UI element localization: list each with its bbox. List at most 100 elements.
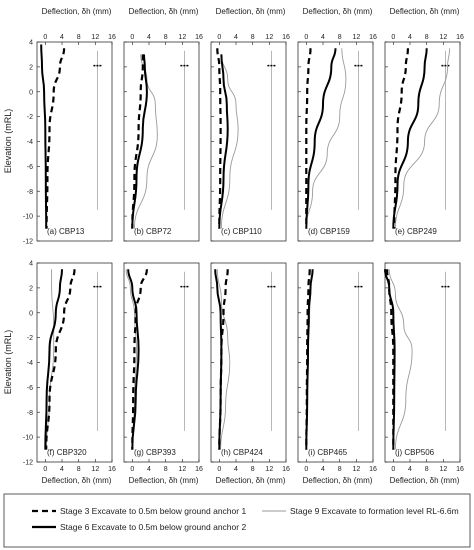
series-line [44,269,63,450]
y-tick-label: -4 [27,360,33,367]
x-axis-label: Deflection, δh (mm) [303,7,373,16]
panel-label: (f) CBP320 [47,448,87,457]
y-tick-label: 4 [29,40,33,47]
panel-label: (i) CBP465 [308,448,348,457]
y-tick-label: -2 [27,114,33,121]
plot-frame [123,41,200,242]
plot-frame [384,262,461,463]
x-tick-label: 16 [456,466,464,473]
x-tick-label: 0 [304,34,308,41]
x-tick-label: 8 [164,34,168,41]
x-tick-label: 12 [178,34,186,41]
y-tick-label: -8 [27,410,33,417]
x-tick-label: 8 [77,466,81,473]
series-line [386,269,395,450]
series-line [218,269,229,450]
panel-label: (j) CBP506 [395,448,435,457]
x-tick-label: 12 [352,466,360,473]
x-tick-label: 4 [408,466,412,473]
y-tick-label: -12 [23,239,33,246]
panel-grid: 0 4 8 12 16 Deflection, δh (mm) 4 2 0 -2 -4 -6 -8 -10… [23,7,464,485]
chart-panel: 0 4 8 12 16 Deflection, δh (mm) (b) CBP72 [123,7,203,242]
panel-label: (c) CBP110 [221,227,262,236]
x-tick-label: 0 [391,466,395,473]
series-line [131,54,144,229]
x-tick-label: 16 [369,466,377,473]
y-axis-label-bottom: Elevation (mRL) [3,330,13,395]
y-tick-label: -8 [27,189,33,196]
series-line [305,48,347,229]
x-axis-label: Deflection, δh (mm) [390,476,460,485]
x-tick-label: 12 [265,466,273,473]
x-tick-label: 4 [234,34,238,41]
x-tick-label: 8 [251,466,255,473]
series-line [305,269,311,450]
x-tick-label: 4 [234,466,238,473]
x-tick-label: 4 [147,34,151,41]
series-line [45,269,55,450]
x-tick-label: 16 [282,466,290,473]
panel-label: (b) CBP72 [134,227,172,236]
panel-label: (h) CBP424 [221,448,263,457]
legend: Stage 3 Excavate to 0.5m below ground an… [3,493,471,548]
x-tick-label: 8 [338,34,342,41]
chart-panel: 0 4 8 12 16 Deflection, δh (mm) (c) CBP110 [210,7,290,242]
series-line [131,269,148,450]
legend-box [3,493,471,548]
chart-panel: 0 4 8 12 16 Deflection, δh (mm) (d) CBP159 [297,7,377,242]
x-tick-label: 12 [91,466,99,473]
x-axis-label: Deflection, δh (mm) [303,476,373,485]
chart-panel: 0 4 8 12 16 Deflection, δh (mm) (j) CBP506 [384,262,464,485]
series-line [216,48,222,229]
x-tick-label: 4 [147,466,151,473]
x-tick-label: 8 [338,466,342,473]
y-tick-label: -4 [27,139,33,146]
series-line [216,269,231,450]
series-line [214,269,223,450]
x-tick-label: 12 [439,466,447,473]
y-tick-label: -2 [27,335,33,342]
x-tick-label: 8 [425,466,429,473]
x-tick-label: 8 [425,34,429,41]
chart-panel: 0 4 8 12 16 Deflection, δh (mm) (h) CBP424 [210,262,290,485]
x-tick-label: 0 [130,34,134,41]
series-line [220,54,239,229]
y-tick-label: -12 [23,460,33,467]
x-tick-label: 12 [439,34,447,41]
x-tick-label: 0 [43,34,47,41]
x-axis-label: Deflection, δh (mm) [129,476,199,485]
x-tick-label: 8 [77,34,81,41]
x-tick-label: 4 [60,466,64,473]
y-tick-label: -6 [27,385,33,392]
series-line [392,48,428,229]
series-line [40,44,48,229]
chart-panel: 0 4 8 12 16 Deflection, δh (mm) (g) CBP393 [123,262,203,485]
x-axis-label: Deflection, δh (mm) [216,476,286,485]
y-axis-label-top: Elevation (mRL) [3,109,13,174]
x-tick-label: 4 [321,34,325,41]
panel-label: (d) CBP159 [308,227,350,236]
x-tick-label: 16 [108,466,116,473]
x-tick-label: 4 [408,34,412,41]
x-tick-label: 16 [369,34,377,41]
x-tick-label: 0 [217,466,221,473]
x-tick-label: 12 [352,34,360,41]
series-line [393,48,409,229]
y-tick-label: -10 [23,435,33,442]
y-tick-label: -10 [23,214,33,221]
legend-stage6-label: Stage 6 Excavate to 0.5m below ground an… [60,522,246,532]
series-line [394,48,451,229]
x-tick-label: 16 [195,466,203,473]
series-line [384,269,396,450]
chart-panel: 0 4 8 12 16 Deflection, δh (mm) 4 2 0 -2 -4 -6 -8 -10… [23,261,116,486]
chart-panel: 0 4 8 12 16 Deflection, δh (mm) (i) CBP465 [297,262,377,485]
x-tick-label: 0 [43,466,47,473]
y-tick-label: -6 [27,164,33,171]
x-tick-label: 4 [60,34,64,41]
series-line [131,54,148,229]
y-tick-label: 4 [29,261,33,268]
panel-label: (e) CBP249 [395,227,437,236]
legend-stage9-label: Stage 9 Excavate to formation level RL-6… [290,506,459,516]
panel-label: (a) CBP13 [47,227,85,236]
series-line [127,269,140,450]
